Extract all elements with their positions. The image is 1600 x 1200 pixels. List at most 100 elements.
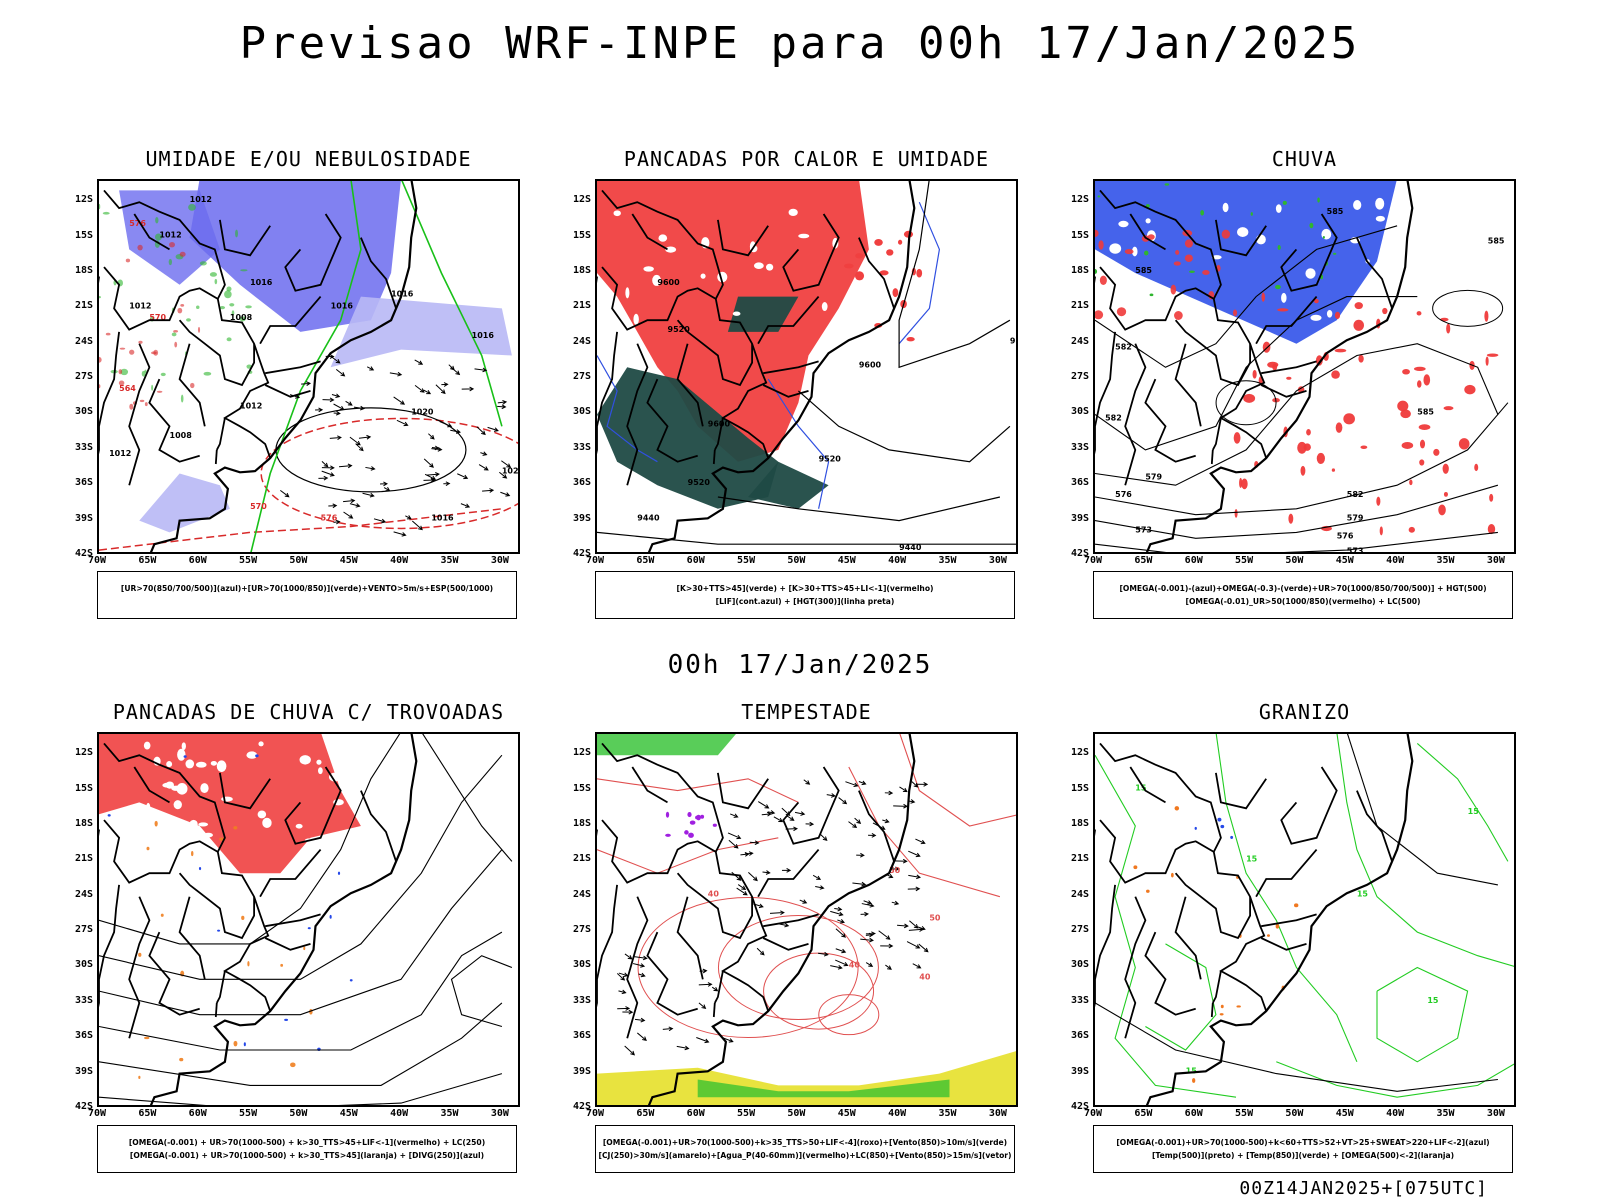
field-blob	[166, 815, 173, 821]
lat-tick-label: 24S	[1070, 335, 1089, 347]
field-blob	[190, 382, 195, 389]
contour-label: 1016	[472, 331, 495, 340]
state-border	[1124, 343, 1147, 486]
field-blob	[141, 370, 146, 377]
field-blob	[1333, 252, 1337, 255]
wind-vector	[339, 463, 353, 469]
field-blob	[179, 1057, 184, 1062]
field-blob	[1230, 835, 1234, 839]
contour-label: 40	[849, 960, 861, 969]
hgt-contour	[597, 531, 1016, 545]
wind-vector	[882, 818, 890, 824]
field-blob	[221, 796, 233, 802]
field-blob	[700, 814, 705, 819]
field-blob	[1334, 311, 1341, 320]
contour-label: 15	[1135, 784, 1147, 793]
lon-tick-label: 55W	[1235, 1108, 1254, 1119]
state-border	[601, 819, 717, 884]
streamline	[597, 837, 779, 874]
field-blob	[1376, 496, 1381, 506]
field-blob	[199, 261, 207, 266]
field-blob	[1116, 307, 1127, 317]
field-blob	[906, 337, 915, 342]
wind-vector	[812, 874, 822, 880]
lat-tick-label: 24S	[1070, 888, 1089, 900]
wind-vector	[624, 1045, 636, 1056]
field-blob	[1489, 493, 1494, 502]
state-border	[626, 343, 649, 486]
state-border	[259, 849, 322, 898]
state-border	[1280, 766, 1338, 845]
field-blob	[149, 828, 155, 839]
lon-tick-label: 65W	[1134, 555, 1153, 566]
state-border	[1174, 319, 1251, 387]
wind-vector	[834, 906, 843, 912]
field-blob	[712, 823, 717, 827]
field-blob	[169, 241, 175, 248]
wind-vector	[727, 832, 742, 840]
map-area: 40 40 50 40 50	[595, 732, 1018, 1107]
streamline	[1095, 296, 1418, 451]
wind-vector	[443, 481, 451, 487]
field-blob	[303, 946, 306, 951]
lon-tick-label: 45W	[339, 555, 358, 566]
lat-tick-label: 15S	[74, 782, 93, 794]
field-blob	[1408, 526, 1415, 533]
wind-vector	[321, 460, 329, 468]
legend-box: [OMEGA(-0.001) + UR>70(1000-500) + k>30_…	[97, 1125, 517, 1173]
lat-tick-label: 24S	[74, 888, 93, 900]
wind-vector	[860, 937, 874, 943]
lat-tick-label: 18S	[74, 817, 93, 829]
state-border	[1099, 266, 1215, 331]
lat-tick-label: 27S	[1070, 924, 1089, 936]
wind-vector	[698, 1002, 707, 1010]
field-blob	[143, 741, 151, 750]
field-blob	[1293, 903, 1299, 908]
wind-vector	[331, 393, 341, 398]
field-blob	[138, 340, 143, 344]
state-border	[265, 360, 321, 375]
lat-tick-label: 36S	[572, 1030, 591, 1042]
field-blob	[138, 952, 142, 957]
field-blob	[1173, 261, 1181, 266]
state-border	[284, 766, 342, 845]
contour-label: 9600	[657, 278, 680, 287]
field-blob	[299, 755, 311, 765]
lat-tick-label: 36S	[74, 477, 93, 489]
streamline	[99, 754, 503, 980]
lon-tick-label: 45W	[1335, 555, 1354, 566]
field-blob	[625, 337, 637, 343]
wind-vector	[848, 821, 858, 829]
field-blob	[886, 249, 894, 256]
field-blob	[176, 783, 188, 795]
field-blob	[239, 316, 246, 322]
streamline	[597, 778, 799, 803]
contour-label: 585	[1488, 237, 1505, 246]
wind-vector	[676, 1045, 690, 1051]
state-border	[1095, 331, 1116, 455]
field-blob	[233, 826, 238, 830]
field-blob	[1194, 826, 1197, 830]
lon-tick-label: 55W	[737, 1108, 756, 1119]
field-blob	[146, 802, 151, 813]
wind-vector	[830, 965, 843, 970]
field-blob	[179, 251, 186, 257]
field-blob	[247, 961, 250, 967]
legend-text: [CJ(250)>30m/s](amarelo)+[Agua_P(40-60mm…	[598, 1151, 1012, 1160]
streamline	[99, 1002, 503, 1086]
state-border	[1099, 819, 1215, 884]
wind-vector	[820, 834, 828, 842]
wind-vector	[497, 399, 508, 405]
lon-tick-label: 55W	[1235, 555, 1254, 566]
state-border	[1255, 849, 1318, 898]
contour-label: 1020	[411, 407, 434, 416]
wind-850-area	[597, 734, 736, 756]
field-blob	[307, 927, 311, 930]
state-border	[1099, 189, 1268, 459]
wind-vector	[353, 405, 365, 411]
field-blob	[137, 244, 143, 251]
field-blob	[171, 332, 177, 337]
field-blob	[1250, 212, 1253, 216]
heat-humidity-area	[597, 367, 779, 509]
state-border	[858, 790, 895, 862]
